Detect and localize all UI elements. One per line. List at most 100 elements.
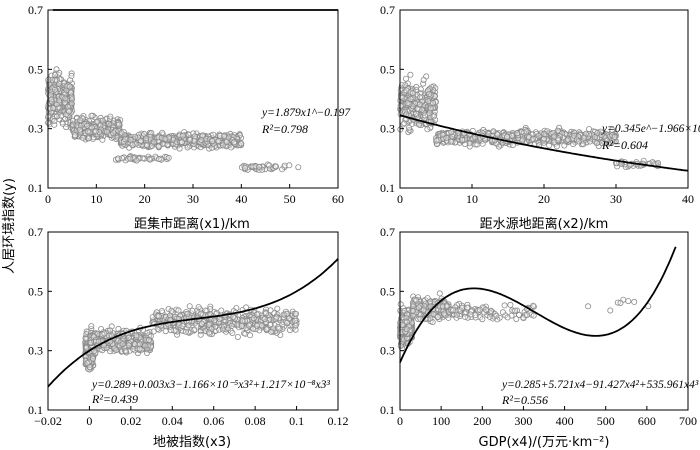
x-tick-label: 0	[86, 414, 92, 428]
data-point	[198, 320, 205, 327]
data-point	[159, 129, 166, 136]
data-point	[427, 315, 434, 322]
y-tick-label: 0.7	[380, 3, 395, 17]
y-tick-label: 0.1	[28, 181, 43, 195]
data-point	[118, 129, 125, 136]
data-point	[184, 310, 191, 317]
fit-equation: y=0.285+5.721x4−91.427x4²+535.961x4³	[501, 379, 699, 391]
data-point	[458, 304, 465, 311]
panel-bottom-right: 0 100 200 300 400 500 600 700 0.1 0.3 0.5 0.7 y=0.28…	[380, 225, 699, 450]
data-point	[162, 135, 169, 142]
data-point	[84, 359, 91, 366]
data-point	[565, 136, 572, 143]
data-point	[66, 83, 73, 90]
data-point	[68, 72, 75, 79]
data-point	[274, 305, 281, 312]
data-point	[495, 143, 502, 150]
x-tick-label: 40	[682, 192, 694, 206]
data-point	[580, 134, 587, 141]
x-tick-label: 0	[45, 192, 51, 206]
shared-y-label: 人居环境指数(y)	[2, 178, 17, 274]
data-point	[292, 322, 299, 329]
data-point	[142, 135, 149, 142]
data-point	[516, 311, 523, 318]
data-point	[179, 132, 186, 139]
data-point	[397, 301, 404, 308]
data-point	[241, 165, 248, 172]
data-point	[546, 142, 553, 149]
data-point	[51, 117, 58, 124]
data-point	[215, 138, 222, 145]
data-point	[51, 86, 58, 93]
data-point	[67, 89, 74, 96]
data-point	[84, 122, 91, 129]
data-point	[231, 139, 238, 146]
data-point	[155, 313, 162, 320]
x-tick-label: 10	[466, 192, 478, 206]
y-tick-label: 0.5	[380, 62, 395, 76]
data-point	[280, 311, 287, 318]
x-tick-label: 0	[397, 414, 403, 428]
data-point	[625, 298, 632, 305]
data-point	[448, 129, 455, 136]
data-point	[53, 66, 60, 73]
x-tick-label: 60	[332, 192, 344, 206]
data-point	[523, 311, 530, 318]
data-point	[429, 100, 436, 107]
x-tick-label: 700	[679, 414, 697, 428]
data-point	[494, 131, 501, 138]
data-point	[250, 315, 257, 322]
data-point	[105, 120, 112, 127]
data-point	[397, 102, 404, 109]
axes-frame	[47, 9, 339, 189]
data-point	[119, 155, 126, 162]
x-axis-label: 距水源地距离(x2)/km	[480, 216, 609, 232]
data-point	[397, 342, 404, 349]
data-point	[541, 135, 548, 142]
data-point	[198, 136, 205, 143]
data-point	[125, 342, 132, 349]
data-point	[464, 304, 471, 311]
x-tick-label: 400	[556, 414, 574, 428]
data-point	[229, 329, 236, 336]
x-tick-label: 30	[187, 192, 199, 206]
data-point	[101, 330, 108, 337]
data-point	[449, 306, 456, 313]
data-point	[99, 136, 106, 143]
data-point	[286, 315, 293, 322]
data-point	[139, 155, 146, 162]
data-point	[115, 325, 122, 332]
fit-equation: y=0.345e^−1.966×10⁻⁵x2	[601, 123, 700, 135]
data-point	[56, 97, 63, 104]
data-point	[436, 290, 443, 297]
data-point	[413, 297, 420, 304]
data-point	[591, 134, 598, 141]
data-point	[256, 163, 263, 170]
data-point	[185, 322, 192, 329]
data-point	[150, 328, 157, 335]
x-axis-label: 距集市距离(x1)/km	[134, 216, 250, 232]
x-axis-label: 地被指数(x3)	[153, 435, 231, 450]
data-point	[499, 309, 506, 316]
y-tick-label: 0.5	[28, 284, 43, 298]
data-point	[144, 329, 151, 336]
data-point	[129, 141, 136, 148]
data-point	[216, 315, 223, 322]
r-squared: R²=0.439	[91, 392, 138, 406]
data-point	[218, 307, 225, 314]
data-point	[415, 304, 422, 311]
y-tick-label: 0.3	[380, 122, 395, 136]
x-tick-label: 0	[397, 192, 403, 206]
x-tick-label: 0.08	[245, 414, 266, 428]
data-point	[570, 141, 577, 148]
points-top-left	[45, 66, 302, 173]
fit-equation: y=0.289+0.003x3−1.166×10⁻⁵x3²+1.217×10⁻⁸…	[91, 379, 330, 391]
data-point	[122, 136, 129, 143]
data-point	[48, 96, 55, 103]
data-point	[210, 131, 217, 138]
y-tick-label: 0.1	[380, 181, 395, 195]
data-point	[66, 108, 73, 115]
data-point	[145, 336, 152, 343]
data-point	[76, 126, 83, 133]
data-point	[447, 138, 454, 145]
